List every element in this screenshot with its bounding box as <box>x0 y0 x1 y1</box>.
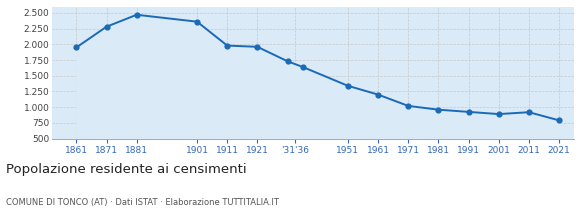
Text: Popolazione residente ai censimenti: Popolazione residente ai censimenti <box>6 163 246 176</box>
Point <box>253 45 262 49</box>
Point <box>434 108 443 112</box>
Point <box>343 84 353 88</box>
Point <box>298 65 307 69</box>
Point <box>72 46 81 49</box>
Point <box>464 110 473 114</box>
Point <box>404 104 413 108</box>
Point <box>223 44 232 47</box>
Point <box>283 60 292 63</box>
Point <box>524 110 534 114</box>
Text: COMUNE DI TONCO (AT) · Dati ISTAT · Elaborazione TUTTITALIA.IT: COMUNE DI TONCO (AT) · Dati ISTAT · Elab… <box>6 198 278 207</box>
Point <box>374 93 383 96</box>
Point <box>494 112 503 116</box>
Point <box>193 20 202 24</box>
Point <box>102 25 111 28</box>
Point <box>554 119 564 122</box>
Point <box>132 13 142 16</box>
